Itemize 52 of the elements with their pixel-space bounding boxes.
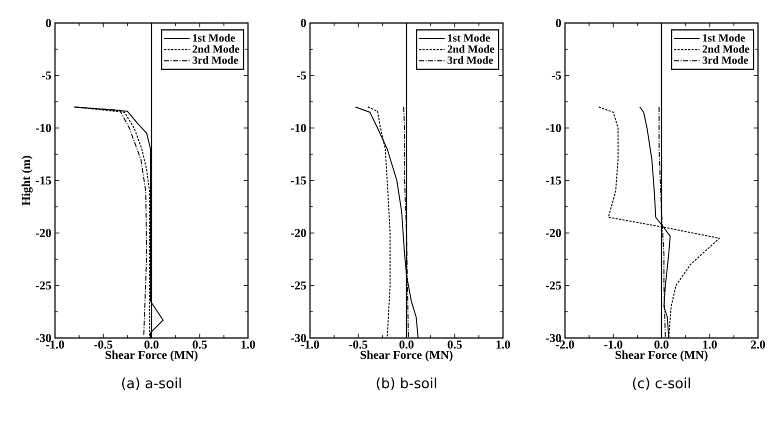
y-tick-label: -5	[552, 72, 562, 80]
y-tick-label: -20	[546, 228, 562, 238]
x-tick-label: 1.0	[241, 340, 256, 349]
legend-label: 3rd Mode	[448, 56, 494, 64]
y-tick-label: -15	[290, 176, 306, 185]
y-tick-label: -25	[546, 281, 562, 290]
x-tick-label: 1.0	[496, 340, 510, 349]
y-tick-label: -20	[36, 228, 52, 238]
legend-label: 1st Mode	[193, 34, 235, 42]
y-tick-label: -10	[546, 124, 562, 132]
text: (b) b-soil	[376, 378, 436, 390]
x-tick-label: 2.0	[751, 340, 766, 349]
x-tick-label: -0.5	[349, 340, 368, 349]
x-tick-label: -1.0	[604, 340, 622, 349]
y-tick-label: 0	[556, 18, 562, 28]
x-tick-label: 1.0	[703, 340, 717, 349]
y-tick-label: -30	[36, 334, 52, 342]
x-tick-label: 0.0	[144, 340, 159, 349]
y-tick-label: -5	[42, 72, 52, 80]
y-tick-label: -5	[296, 72, 306, 80]
x-tick-label: 0.0	[654, 340, 669, 349]
x-axis-title: Shear Force (MN)	[360, 350, 453, 362]
legend-label: 3rd Mode	[702, 56, 748, 64]
legend-label: 2nd Mode	[702, 45, 750, 53]
x-tick-label: 0.5	[448, 340, 462, 349]
legend-label: 1st Mode	[448, 34, 490, 42]
x-tick-label: 0.5	[192, 340, 207, 349]
x-tick-label: -2.0	[556, 340, 574, 349]
y-tick-label: -25	[290, 281, 306, 290]
x-tick-label: 0.0	[399, 340, 414, 349]
x-axis-title: Shear Force (MN)	[616, 350, 708, 362]
y-tick-label: -10	[290, 124, 306, 132]
y-tick-label: 0	[46, 18, 52, 28]
x-axis-title: Shear Force (MN)	[106, 350, 198, 362]
y-tick-label: 0	[300, 18, 306, 28]
legend-label: 1st Mode	[703, 34, 745, 42]
legend-label: 2nd Mode	[448, 45, 494, 53]
text: (a) a-soil	[122, 378, 181, 390]
y-tick-label: -15	[546, 176, 562, 185]
y-tick-label: -25	[36, 281, 52, 290]
legend-label: 3rd Mode	[192, 56, 238, 64]
text: (c) c-soil	[632, 378, 690, 390]
legend-label: 2nd Mode	[192, 45, 240, 53]
x-tick-label: -1.0	[46, 340, 64, 349]
y-tick-label: -30	[290, 334, 306, 342]
x-tick-label: -1.0	[300, 340, 320, 349]
y-tick-label: -30	[546, 334, 562, 342]
x-tick-label: -0.5	[94, 340, 112, 349]
y-axis-title: Hight (m)	[22, 156, 33, 206]
y-tick-label: -15	[36, 176, 52, 185]
y-tick-label: -20	[290, 228, 306, 238]
y-tick-label: -10	[36, 124, 52, 132]
